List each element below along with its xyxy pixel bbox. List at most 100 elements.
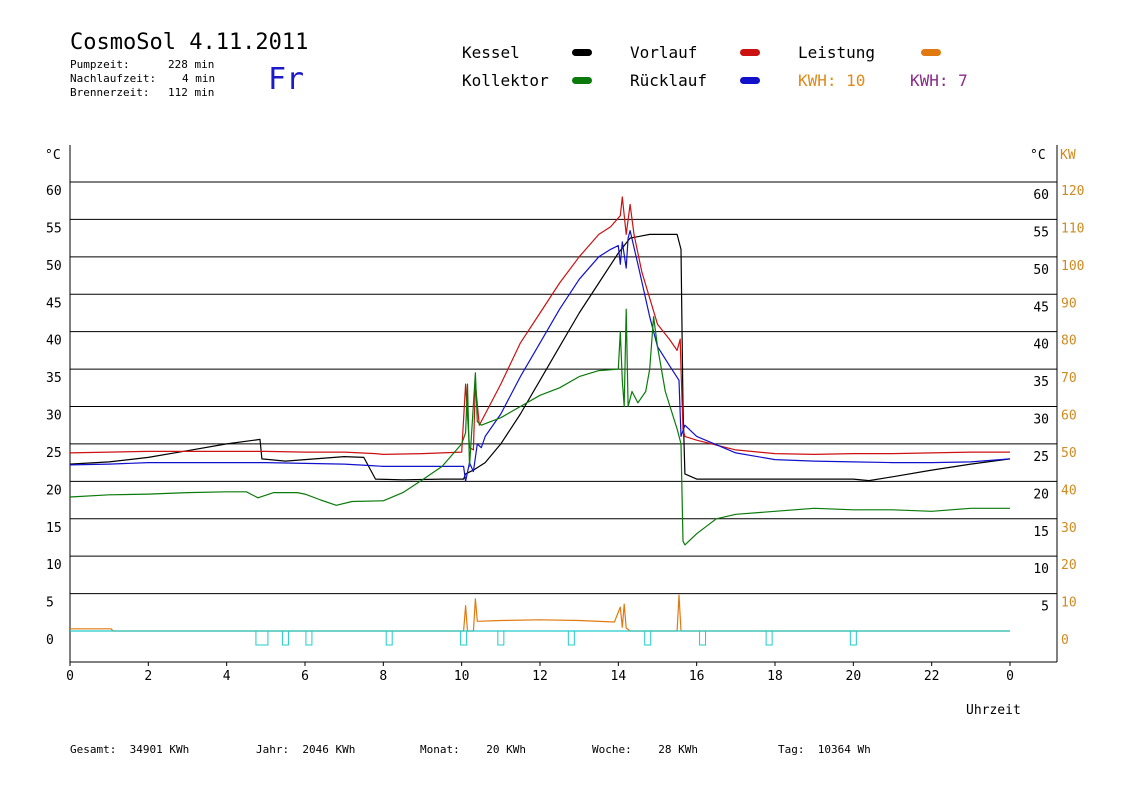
legend-ruecklauf-swatch	[740, 77, 760, 84]
y-tick-left-35: 35	[46, 371, 62, 386]
kw-tick-30: 30	[1061, 521, 1077, 536]
legend-leistung-label: Leistung	[798, 43, 876, 62]
y-tick-left-45: 45	[46, 296, 62, 311]
kw-unit-right: KW	[1060, 148, 1076, 163]
kw-tick-90: 90	[1061, 296, 1077, 311]
y-tick-left-5: 5	[46, 596, 54, 611]
y-tick-right-35: 35	[1033, 375, 1049, 390]
footer-gesamt: Gesamt: 34901 KWh	[70, 743, 190, 756]
pump-marker-2	[305, 630, 313, 646]
y-tick-right-5: 5	[1041, 600, 1049, 615]
x-tick-2: 4	[223, 669, 231, 684]
y-tick-left-25: 25	[46, 446, 62, 461]
legend-leistung-swatch	[921, 49, 941, 56]
chart-pump-markers	[255, 630, 857, 646]
pump-marker-3	[385, 630, 393, 646]
kw-tick-60: 60	[1061, 409, 1077, 424]
legend-kwh-b: KWH: 7	[910, 71, 968, 90]
legend-vorlauf-label: Vorlauf	[630, 43, 698, 62]
y-tick-right-25: 25	[1033, 450, 1049, 465]
y-tick-right-10: 10	[1033, 562, 1049, 577]
x-tick-0: 0	[66, 669, 74, 684]
chart-grid	[70, 181, 1057, 595]
y-tick-right-60: 60	[1033, 188, 1049, 203]
stat-label-nachlaufzeit: Nachlaufzeit:	[70, 72, 157, 85]
x-tick-4: 8	[379, 669, 387, 684]
y-tick-left-10: 10	[46, 558, 62, 573]
y-tick-right-45: 45	[1033, 300, 1049, 315]
pump-marker-1	[281, 630, 289, 646]
y-tick-left-20: 20	[46, 483, 62, 498]
x-tick-11: 22	[924, 669, 940, 684]
stat-label-brennerzeit: Brennerzeit:	[70, 86, 150, 99]
chart-series	[69, 196, 1011, 632]
y-unit-left: °C	[45, 148, 61, 163]
x-tick-8: 16	[689, 669, 705, 684]
x-axis-label: Uhrzeit	[966, 703, 1021, 718]
legend-ruecklauf-label: Rücklauf	[630, 71, 708, 90]
series-leistung	[70, 594, 1010, 632]
legend-kwh-a: KWH: 10	[798, 71, 866, 90]
kw-tick-70: 70	[1061, 371, 1077, 386]
y-tick-left-50: 50	[46, 259, 62, 274]
y-tick-left-55: 55	[46, 221, 62, 236]
y-tick-right-30: 30	[1033, 413, 1049, 428]
footer-tag: Tag: 10364 Wh	[778, 743, 871, 756]
kw-tick-40: 40	[1061, 483, 1077, 498]
stat-value-brennerzeit: 112 min	[168, 86, 215, 99]
series-kollektor	[69, 308, 1010, 546]
x-tick-3: 6	[301, 669, 309, 684]
y-tick-right-15: 15	[1033, 525, 1049, 540]
legend-kollektor-swatch	[572, 77, 592, 84]
chart-axes	[69, 145, 1058, 666]
y-tick-right-50: 50	[1033, 263, 1049, 278]
pump-marker-8	[699, 630, 707, 646]
y-tick-left-30: 30	[46, 409, 62, 424]
footer-monat: Monat: 20 KWh	[420, 743, 526, 756]
stat-label-pumpzeit: Pumpzeit:	[70, 58, 130, 71]
pump-marker-10	[849, 630, 857, 646]
y-tick-left-60: 60	[46, 184, 62, 199]
stat-value-nachlaufzeit: 4 min	[182, 72, 216, 85]
series-vorlauf	[69, 196, 1010, 455]
y-tick-right-20: 20	[1033, 487, 1049, 502]
pump-marker-5	[497, 630, 505, 646]
footer-woche: Woche: 28 KWh	[592, 743, 698, 756]
kw-tick-120: 120	[1061, 184, 1084, 199]
x-tick-9: 18	[767, 669, 783, 684]
pump-marker-0	[255, 630, 269, 646]
pump-marker-7	[644, 630, 652, 646]
pump-marker-9	[765, 630, 773, 646]
pump-marker-4	[460, 630, 468, 646]
pump-marker-6	[567, 630, 575, 646]
y-tick-left-0: 0	[46, 633, 54, 648]
series-rcklauf	[69, 230, 1011, 482]
x-tick-6: 12	[532, 669, 548, 684]
legend-vorlauf-swatch	[740, 49, 760, 56]
x-tick-12: 0	[1006, 669, 1014, 684]
kw-tick-10: 10	[1061, 596, 1077, 611]
x-tick-1: 2	[144, 669, 152, 684]
kw-tick-50: 50	[1061, 446, 1077, 461]
kw-tick-80: 80	[1061, 334, 1077, 349]
kw-tick-0: 0	[1061, 633, 1069, 648]
kw-tick-20: 20	[1061, 558, 1077, 573]
stat-value-pumpzeit: 228 min	[168, 58, 215, 71]
kw-tick-110: 110	[1061, 221, 1084, 236]
y-unit-right: °C	[1030, 148, 1046, 163]
x-tick-5: 10	[454, 669, 470, 684]
legend-kessel-label: Kessel	[462, 43, 520, 62]
weekday-label: Fr	[268, 62, 305, 97]
y-tick-right-55: 55	[1033, 225, 1049, 240]
y-tick-left-40: 40	[46, 334, 62, 349]
x-tick-10: 20	[846, 669, 862, 684]
legend-kollektor-label: Kollektor	[462, 71, 549, 90]
series-kessel	[69, 233, 1011, 482]
footer-jahr: Jahr: 2046 KWh	[256, 743, 356, 756]
y-tick-right-40: 40	[1033, 338, 1049, 353]
legend-kessel-swatch	[572, 49, 592, 56]
x-tick-7: 14	[611, 669, 627, 684]
y-tick-left-15: 15	[46, 521, 62, 536]
